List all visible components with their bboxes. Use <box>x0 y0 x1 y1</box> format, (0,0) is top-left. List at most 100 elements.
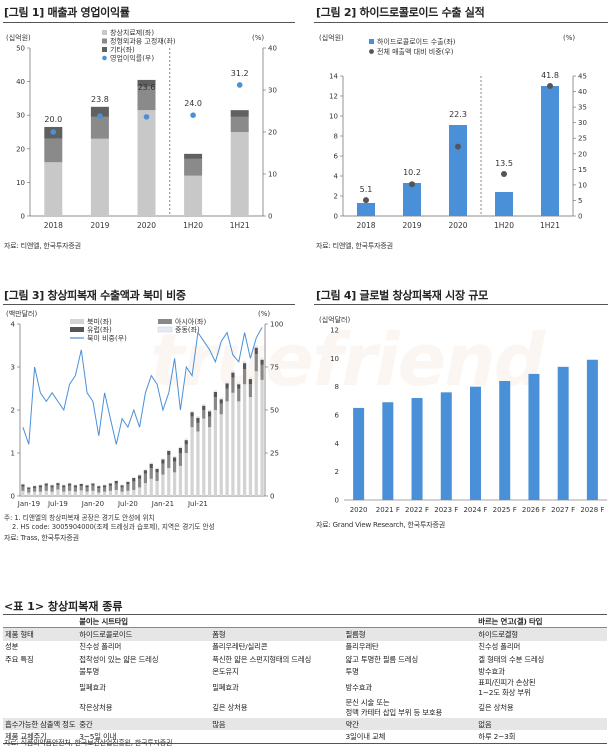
bar-segment <box>73 485 78 488</box>
legend-swatch <box>157 326 173 333</box>
table-cell: 투명 <box>345 667 359 677</box>
x-tick-label: 2021 F <box>376 506 400 514</box>
bar <box>382 402 394 500</box>
x-tick-label: 2018 <box>356 221 375 230</box>
fig3-title: [그림 3] 창상피복재 수출액과 북미 비중 <box>4 289 186 302</box>
bar-segment <box>219 397 223 400</box>
y-tick-label: 2 <box>11 407 15 415</box>
bar-segment <box>32 488 37 492</box>
bar-segment <box>213 391 218 398</box>
table-cell: 친수성 폴리머 <box>478 642 521 652</box>
bar-segment <box>126 481 130 485</box>
bar-segment <box>237 388 241 402</box>
share-point <box>501 171 507 177</box>
legend-label: 하이드로콜로이드 수출(좌) <box>377 37 456 46</box>
bar-segment <box>230 110 249 117</box>
y-tick-label: 8 <box>334 133 338 141</box>
bar-segment <box>237 384 241 389</box>
fig3-rule <box>3 304 295 305</box>
bar-segment <box>126 480 130 482</box>
y-tick-label: 0 <box>334 213 338 221</box>
y2-tick-label: 10 <box>268 171 277 179</box>
bar-segment <box>91 482 95 484</box>
x-tick-label: Jan-21 <box>151 500 174 508</box>
bar <box>440 392 452 500</box>
table-header-row: 붙이는 시트타입 바르는 연고(겔) 타입 <box>3 613 607 629</box>
x-tick-label: 2019 <box>402 221 421 230</box>
bar-segment <box>196 416 200 418</box>
bar-segment <box>213 410 218 496</box>
bar-segment <box>79 483 83 484</box>
margin-point <box>97 113 103 119</box>
bar-segment <box>202 403 206 406</box>
share-label: 13.5 <box>495 159 513 168</box>
y2-tick-label: 0 <box>268 213 272 221</box>
legend-swatch <box>158 319 172 324</box>
legend-label: 북미(좌) <box>87 317 112 326</box>
y-unit: (백만달러) <box>6 309 37 318</box>
fig3-note-1: 주: 1. 티앤엘의 창상피복재 공장은 경기도 안성에 위치 <box>4 514 155 522</box>
legend-swatch <box>70 319 84 324</box>
header-cell: 붙이는 시트타입 <box>77 613 211 629</box>
y-tick-label: 4 <box>335 440 340 448</box>
bar-segment <box>120 484 124 486</box>
legend-label: 아시아(좌) <box>175 317 206 326</box>
bar-segment <box>248 397 253 496</box>
header-cell <box>343 613 477 629</box>
x-tick-label: Jan-19 <box>17 500 40 508</box>
row-label <box>3 666 77 678</box>
y-tick-label: 10 <box>16 179 25 187</box>
bar-segment <box>44 490 48 496</box>
bar-segment <box>108 483 113 486</box>
bar-segment <box>149 468 153 479</box>
bar-segment <box>143 473 148 484</box>
legend-label: 창상치료제(좌) <box>110 28 154 37</box>
bar-segment <box>230 116 249 132</box>
bar-segment <box>161 458 165 460</box>
bar-segment <box>27 486 31 488</box>
bar <box>495 192 513 216</box>
bar-segment <box>225 381 229 384</box>
bar-segment <box>260 379 264 496</box>
bar-segment <box>219 399 223 404</box>
share-point <box>455 143 461 150</box>
bar-segment <box>50 487 54 492</box>
bar-segment <box>108 485 113 491</box>
bar-segment <box>132 477 136 482</box>
legend-swatch <box>102 38 107 44</box>
bar-segment <box>79 486 83 491</box>
bar-segment <box>184 440 188 445</box>
bar-segment <box>85 491 89 496</box>
table-cell: 3일이내 교체 <box>343 730 477 744</box>
bar-segment <box>184 453 188 496</box>
bar-segment <box>167 449 171 451</box>
header-cell <box>210 613 344 629</box>
table-row: 작은상처용 깊은 상처용 문신 시술 또는 정맥 카테터 삽입 부위 등 보호용… <box>3 698 607 718</box>
bar-segment <box>207 409 212 412</box>
bar-segment <box>178 446 183 448</box>
y-tick-label: 50 <box>16 45 25 53</box>
bar-segment <box>56 489 60 496</box>
bar-segment <box>62 487 66 492</box>
header-cell <box>3 613 78 629</box>
bar-segment <box>137 475 142 479</box>
bar-segment <box>237 382 241 385</box>
table-cell: 중간 <box>77 717 211 731</box>
y-tick-label: 30 <box>16 112 25 120</box>
bar-segment <box>91 490 95 496</box>
bar <box>586 359 598 500</box>
bar-segment <box>108 490 113 496</box>
x-tick-label: 1H21 <box>230 221 250 230</box>
x-tick-label: 2020 <box>137 221 156 230</box>
share-point <box>363 197 369 204</box>
bar-segment <box>248 384 253 398</box>
bar-segment <box>56 482 60 484</box>
bar-segment <box>172 457 177 462</box>
bar-segment <box>184 158 203 176</box>
bar-segment <box>260 364 264 380</box>
bar-segment <box>242 363 247 370</box>
bar-segment <box>196 431 200 496</box>
y-tick-label: 8 <box>335 383 339 391</box>
bar-segment <box>114 489 118 496</box>
bar-segment <box>167 468 171 496</box>
